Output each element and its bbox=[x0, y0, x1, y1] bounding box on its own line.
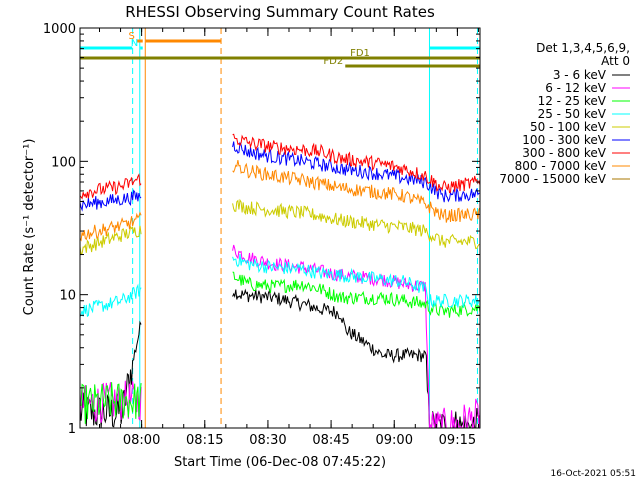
series-line bbox=[79, 198, 480, 256]
legend-label: 800 - 7000 keV bbox=[515, 159, 607, 173]
legend-label: 6 - 12 keV bbox=[545, 81, 607, 95]
legend-label: 50 - 100 keV bbox=[530, 120, 607, 134]
series-line bbox=[79, 254, 481, 318]
legend-header-line-2: Att 0 bbox=[601, 54, 630, 68]
axis-layer: 1 10 100 1000 08:00 08:15 08:30 08:45 09:00 09:15 bbox=[43, 22, 481, 448]
flag-label: N bbox=[131, 38, 138, 49]
y-tick-label: 10 bbox=[59, 289, 76, 304]
x-axis-label: Start Time (06-Dec-08 07:45:22) bbox=[174, 455, 386, 470]
x-tick-label: 09:15 bbox=[439, 433, 476, 448]
y-tick-label: 100 bbox=[51, 155, 76, 170]
legend-label: 25 - 50 keV bbox=[538, 107, 607, 121]
x-tick-label: 08:45 bbox=[312, 433, 349, 448]
series-line bbox=[79, 141, 480, 212]
flag-layer: SN FD1 FD2 bbox=[80, 31, 480, 68]
x-tick-label: 08:00 bbox=[123, 433, 160, 448]
y-axis-label: Count Rate (s⁻¹ detector⁻¹) bbox=[22, 139, 37, 316]
legend-label: 7000 - 15000 keV bbox=[499, 172, 606, 186]
series-line bbox=[79, 271, 481, 424]
flag-label: FD2 bbox=[323, 56, 343, 67]
x-tick-label: 08:15 bbox=[186, 433, 223, 448]
legend-label: 3 - 6 keV bbox=[553, 68, 607, 82]
x-tick-label: 09:00 bbox=[376, 433, 413, 448]
plot-frame bbox=[79, 27, 481, 429]
legend-header-line-1: Det 1,3,4,5,6,9, bbox=[536, 41, 630, 55]
chart-title: RHESSI Observing Summary Count Rates bbox=[125, 3, 435, 21]
series-layer bbox=[79, 133, 481, 429]
series-line bbox=[79, 160, 481, 242]
y-tick-label: 1000 bbox=[43, 22, 76, 37]
series-line bbox=[79, 133, 481, 200]
y-tick-label: 1 bbox=[68, 422, 76, 437]
legend-label: 12 - 25 keV bbox=[538, 94, 607, 108]
x-tick-label: 08:30 bbox=[249, 433, 286, 448]
flag-label: FD1 bbox=[350, 48, 370, 59]
footer-timestamp: 16-Oct-2021 05:51 bbox=[551, 469, 636, 479]
legend-label: 300 - 800 keV bbox=[522, 146, 606, 160]
flag-label: S bbox=[128, 31, 134, 42]
legend-label: 100 - 300 keV bbox=[522, 133, 606, 147]
